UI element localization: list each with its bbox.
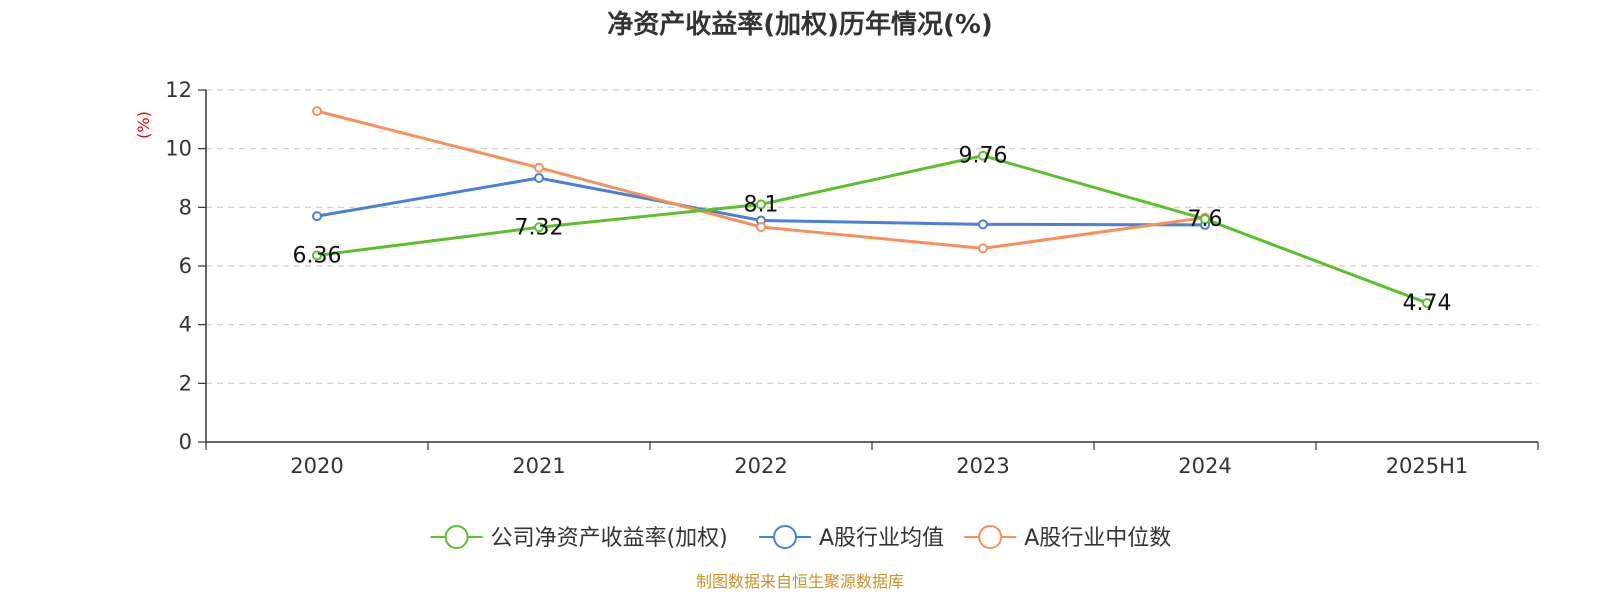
data-label: 7.32 [515, 215, 564, 240]
source-note: 制图数据来自恒生聚源数据库 [695, 572, 904, 591]
y-tick-label: 6 [179, 254, 192, 278]
data-point [978, 243, 988, 254]
data-point [534, 222, 544, 233]
data-label: 6.36 [293, 243, 342, 268]
data-point [978, 219, 988, 230]
y-tick-label: 12 [165, 78, 192, 102]
series-line [316, 154, 1428, 305]
data-label: 4.74 [1403, 291, 1452, 316]
legend-label: A股行业中位数 [1024, 526, 1171, 551]
data-label: 7.6 [1188, 207, 1223, 232]
y-tick-label: 8 [179, 195, 192, 219]
x-tick-label: 2020 [290, 454, 343, 478]
data-point [534, 162, 544, 173]
y-tick-label: 0 [179, 430, 192, 454]
data-point [978, 150, 988, 161]
chart-title: 净资产收益率(加权)历年情况(%) [607, 10, 993, 40]
x-tick-label: 2025H1 [1386, 454, 1469, 478]
data-point [756, 221, 766, 232]
data-point [312, 250, 322, 261]
legend-label: 公司净资产收益率(加权) [491, 526, 728, 551]
data-point [312, 211, 322, 222]
y-axis-label: (%) [134, 111, 153, 139]
y-tick-label: 4 [179, 313, 192, 337]
x-tick-label: 2022 [734, 454, 787, 478]
data-label: 8.1 [744, 192, 779, 217]
legend-marker [444, 525, 469, 549]
x-tick-label: 2023 [956, 454, 1009, 478]
data-point [1200, 214, 1210, 225]
x-tick-label: 2024 [1178, 454, 1231, 478]
x-tick-label: 2021 [512, 454, 565, 478]
data-label: 9.76 [959, 144, 1008, 169]
y-tick-label: 10 [165, 137, 192, 161]
legend-marker [978, 525, 1003, 549]
data-point [534, 173, 544, 183]
data-point [756, 199, 766, 210]
y-tick-label: 2 [179, 371, 192, 395]
data-point [1422, 297, 1432, 308]
legend-label: A股行业均值 [819, 526, 944, 551]
legend-marker [773, 525, 797, 549]
data-point [312, 106, 322, 117]
